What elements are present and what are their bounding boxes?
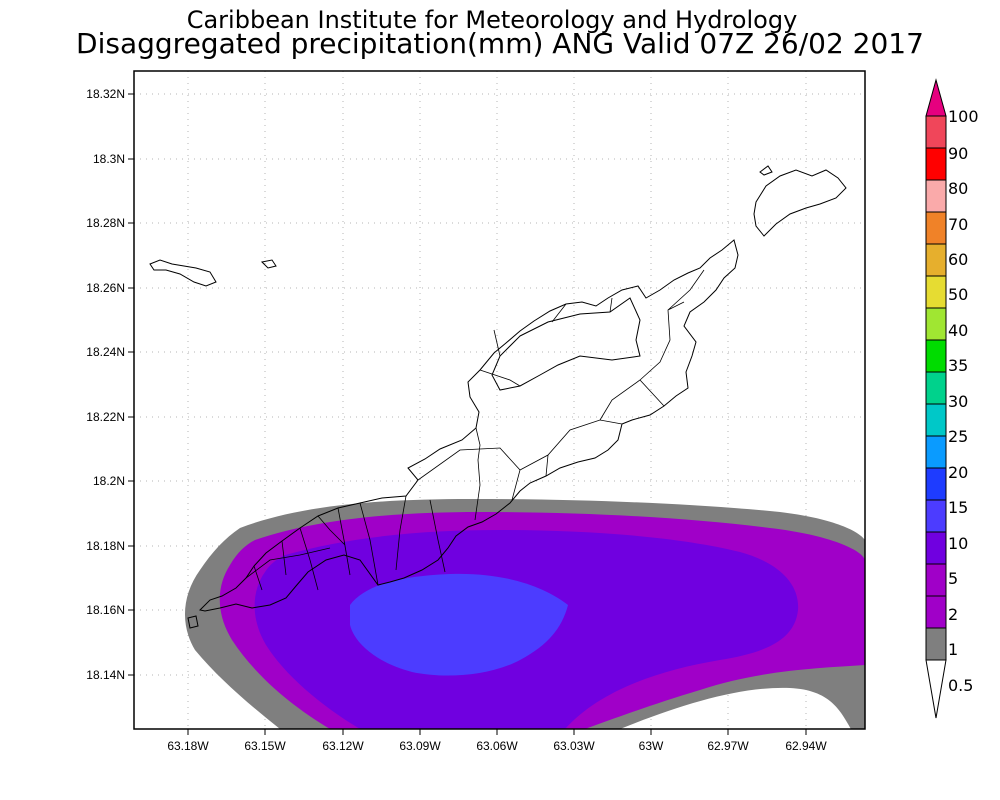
lon-tick-label: 63.12W [322,739,364,753]
legend-label: 90 [948,144,968,163]
legend-label: 5 [948,569,958,588]
legend-labels: 100 90 80 70 60 50 40 35 30 25 20 15 10 … [948,107,979,695]
southwest-islet-outline [187,615,199,629]
legend-label: 30 [948,392,968,411]
legend-label: 25 [948,427,968,446]
legend-label: 40 [948,321,968,340]
lat-tick-label: 18.14N [86,668,125,682]
scrub-island-outline [753,169,847,237]
lon-tick-label: 63.09W [399,739,441,753]
legend-swatch [925,147,947,181]
lat-tick-label: 18.32N [86,87,125,101]
lon-tick-label: 63.06W [476,739,518,753]
legend-label: 20 [948,463,968,482]
lat-tick-label: 18.28N [86,216,125,230]
legend-swatch [925,531,947,565]
lat-tick-label: 18.16N [86,603,125,617]
legend-label: 60 [948,250,968,269]
latitude-axis-labels: 18.14N 18.16N 18.18N 18.2N 18.22N 18.24N… [86,87,125,682]
prickly-pear-cay-outline [260,259,277,269]
anguilla-main-island-outline [198,239,739,612]
legend-swatch [925,563,947,597]
legend-swatch [925,595,947,629]
anguilla-coastline [149,165,847,629]
legend-label: 35 [948,356,968,375]
legend-swatch [925,179,947,213]
legend-swatch [925,307,947,341]
legend-swatch [925,467,947,501]
map-frame [133,70,866,730]
longitude-axis-labels: 63.18W 63.15W 63.12W 63.09W 63.06W 63.03… [167,739,827,753]
lon-tick-label: 63.15W [244,739,286,753]
lat-tick-label: 18.22N [86,410,125,424]
legend-swatch [925,211,947,245]
legend-swatch [925,435,947,469]
legend-label: 80 [948,179,968,198]
chart-title: Caribbean Institute for Meteorology and … [187,6,798,34]
legend-label: 2 [948,605,958,624]
inner-salt-pond-outline [491,297,641,391]
legend-swatch [925,339,947,373]
dog-island-outline [149,259,217,287]
legend-label: 1 [948,640,958,659]
legend-label: 15 [948,498,968,517]
legend-swatch [925,115,947,149]
contour-5-10 [350,573,568,676]
lat-tick-label: 18.2N [93,474,125,488]
lat-tick-label: 18.3N [93,152,125,166]
lat-tick-label: 18.26N [86,281,125,295]
axis-tick-marks [128,93,807,735]
legend-swatch [925,627,947,661]
legend-label: 50 [948,285,968,304]
legend-swatch [925,499,947,533]
lon-tick-label: 62.94W [785,739,827,753]
legend-label: 10 [948,534,968,553]
legend-underflow-triangle [925,659,947,719]
lon-tick-label: 62.97W [707,739,749,753]
parish-boundaries [245,269,705,591]
lon-tick-label: 63.03W [553,739,595,753]
map-plot-area [133,70,866,730]
lat-tick-label: 18.24N [86,345,125,359]
lat-tick-label: 18.18N [86,539,125,553]
chart-subtitle: Disaggregated precipitation(mm) ANG Vali… [76,27,924,60]
legend-label: 100 [948,107,979,126]
legend-swatch [925,403,947,437]
sombrero-islet-outline [759,165,773,176]
legend-swatch [925,371,947,405]
precipitation-color-legend [925,78,947,719]
lon-tick-label: 63.18W [167,739,209,753]
lon-tick-label: 63W [639,739,664,753]
legend-label: 0.5 [948,676,973,695]
legend-swatch [925,243,947,277]
legend-overflow-triangle [925,78,947,117]
legend-label: 70 [948,215,968,234]
legend-swatch [925,275,947,309]
precipitation-contours [184,499,865,729]
